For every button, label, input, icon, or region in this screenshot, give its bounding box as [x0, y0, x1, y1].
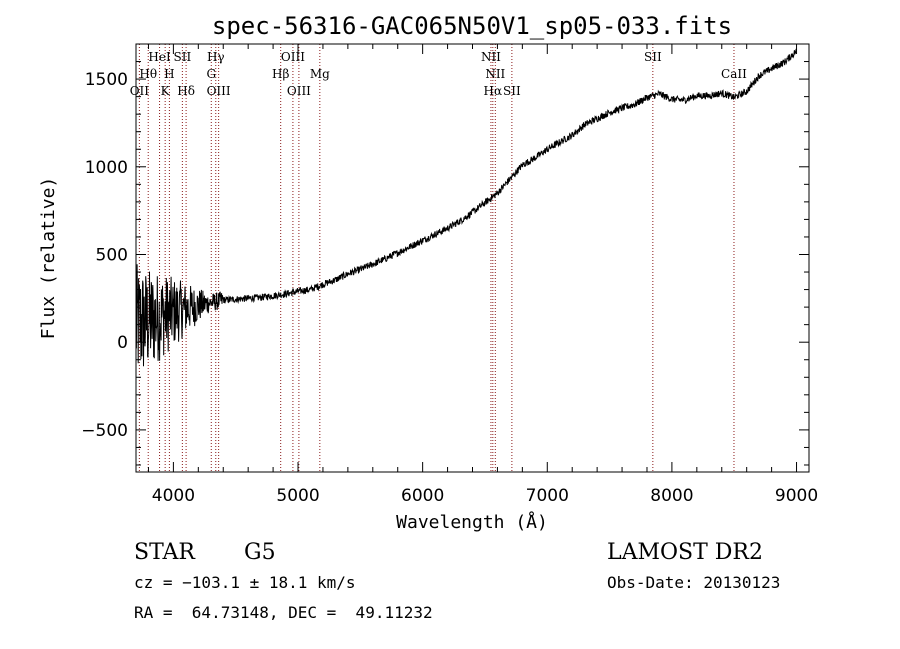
flux-curve: [135, 48, 797, 367]
spectral-line-label: NII: [485, 67, 505, 81]
spectral-line-label: H: [164, 67, 174, 81]
x-tick-label: 7000: [526, 486, 569, 506]
spectral-line-label: OIII: [207, 84, 231, 98]
spectral-line-label: OIII: [281, 50, 305, 64]
y-tick-label: 1500: [85, 70, 128, 90]
y-axis-tick-labels: −500 0 500 1000 1500: [81, 70, 128, 441]
spectral-line-label: Hδ: [177, 84, 195, 98]
x-axis-ticks: [147, 44, 798, 472]
spectral-line-label: SII: [644, 50, 662, 64]
spectral-line-label: Hθ: [139, 67, 157, 81]
y-tick-label: 0: [117, 333, 128, 353]
x-tick-label: 8000: [650, 486, 693, 506]
redshift-velocity: cz = −103.1 ± 18.1 km/s: [134, 573, 356, 592]
spectral-line-label: SII: [503, 84, 521, 98]
spectral-line-markers: [138, 44, 735, 472]
spectral-line-labels: OIIHθHeIKHSIIHδGHγOIIIHβOIIIOIIIMgNIIHαN…: [130, 50, 747, 98]
y-axis-label: Flux (relative): [38, 177, 59, 340]
x-axis-tick-labels: 4000 5000 6000 7000 8000 9000: [152, 486, 818, 506]
spectral-line-label: SII: [174, 50, 192, 64]
spectral-line-label: Mg: [310, 67, 330, 81]
y-tick-label: −500: [81, 421, 128, 441]
spectral-line-label: Hγ: [207, 50, 225, 64]
y-axis-ticks: [136, 43, 809, 466]
x-tick-label: 6000: [401, 486, 444, 506]
chart-title: spec-56316-GAC065N50V1_sp05-033.fits: [212, 12, 732, 40]
x-tick-label: 5000: [276, 486, 319, 506]
x-tick-label: 4000: [152, 486, 195, 506]
spectral-line-label: OII: [130, 84, 150, 98]
plot-frame: [135, 43, 810, 473]
x-tick-label: 9000: [775, 486, 818, 506]
y-tick-label: 1000: [85, 158, 128, 178]
spectral-line-label: OIII: [287, 84, 311, 98]
spectral-line-label: CaII: [721, 67, 747, 81]
x-axis-label: Wavelength (Å): [396, 511, 548, 533]
spectral-line-label: K: [161, 84, 171, 98]
survey-name: LAMOST DR2: [607, 540, 763, 565]
spectral-line-label: Hα: [484, 84, 503, 98]
object-subclass: G5: [244, 540, 276, 565]
spectral-line-label: Hβ: [272, 67, 289, 81]
spectral-line-label: HeI: [148, 50, 171, 64]
observation-date: Obs-Date: 20130123: [607, 573, 781, 592]
spectral-line-label: NII: [481, 50, 501, 64]
object-class: STAR: [134, 540, 195, 565]
sky-coordinates: RA = 64.73148, DEC = 49.11232: [134, 603, 433, 622]
spectral-line-label: G: [206, 67, 216, 81]
y-tick-label: 500: [96, 245, 128, 265]
